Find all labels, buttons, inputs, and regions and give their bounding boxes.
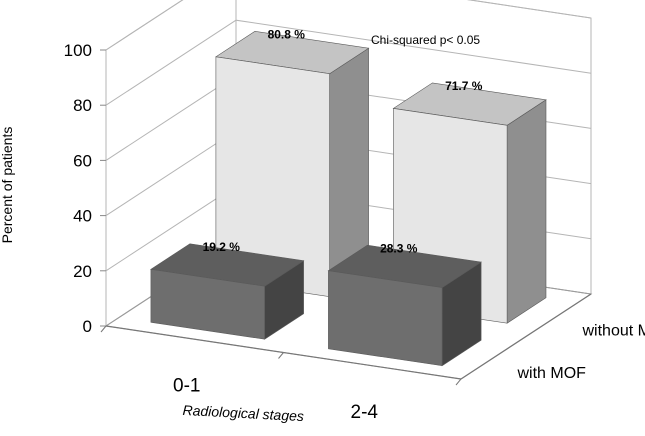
bar-value-label: 71.7 % bbox=[445, 79, 483, 93]
y-axis-tick-labels: 0 20 40 60 80 100 bbox=[64, 41, 92, 336]
x-category-label: 2-4 bbox=[351, 402, 379, 423]
bar bbox=[327, 244, 482, 367]
x-category-label: 0-1 bbox=[173, 375, 200, 396]
bar-side-face bbox=[506, 99, 547, 324]
y-tick-label: 80 bbox=[73, 96, 92, 115]
bar-value-label: 80.8 % bbox=[268, 27, 306, 41]
depth-axis-line bbox=[460, 293, 592, 380]
bar-front-face bbox=[328, 270, 443, 367]
bar bbox=[150, 243, 305, 340]
x-tick-mark bbox=[278, 352, 284, 359]
gridline bbox=[105, 0, 592, 51]
x-axis-title: Radiological stages bbox=[182, 402, 304, 424]
x-tick-mark bbox=[455, 378, 462, 386]
y-tick-label: 60 bbox=[73, 151, 92, 170]
series-label: with MOF bbox=[517, 365, 587, 382]
bar-value-label: 19.2 % bbox=[203, 240, 241, 254]
x-tick-mark bbox=[100, 325, 107, 333]
significance-annotation: Chi-squared p< 0.05 bbox=[371, 33, 480, 47]
series-label: without MOF bbox=[582, 322, 645, 339]
y-tick-label: 20 bbox=[73, 262, 92, 281]
bar-value-label: 28.3 % bbox=[380, 241, 418, 255]
bar-front-face bbox=[150, 268, 265, 340]
y-tick-label: 0 bbox=[83, 317, 92, 336]
chart-labels: 0-1 2-4 with MOF without MOF 80.8 % 71.7 % 19.… bbox=[173, 27, 645, 422]
y-axis-title: Percent of patients bbox=[0, 127, 15, 244]
y-tick-label: 100 bbox=[64, 41, 92, 60]
gridline bbox=[105, 19, 592, 106]
chart-bars bbox=[150, 30, 547, 367]
y-tick-label: 40 bbox=[73, 207, 92, 226]
bar bbox=[215, 30, 370, 298]
